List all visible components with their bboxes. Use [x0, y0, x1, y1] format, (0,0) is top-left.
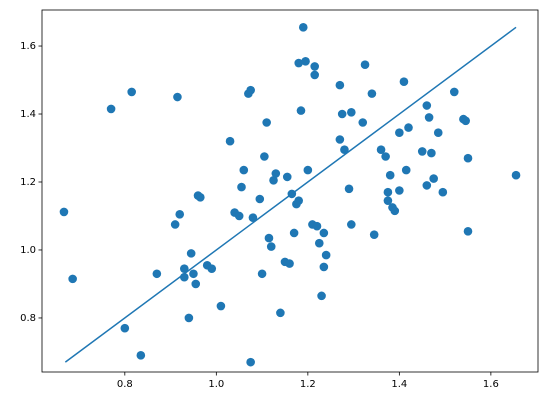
point: [358, 118, 368, 127]
point: [321, 250, 331, 260]
point: [127, 87, 136, 97]
point: [401, 165, 411, 175]
point: [383, 187, 393, 197]
plot-frame: [41, 9, 539, 373]
point: [385, 170, 395, 180]
point: [438, 187, 448, 197]
x-tick-label: 1.6: [483, 379, 499, 390]
y-tick-label: 1.6: [20, 41, 36, 52]
point: [285, 259, 294, 268]
point: [239, 165, 249, 175]
point: [335, 135, 345, 144]
point: [376, 145, 386, 155]
point: [289, 228, 299, 238]
point: [381, 152, 390, 161]
point: [461, 116, 471, 126]
point: [347, 108, 356, 117]
point: [310, 62, 320, 71]
point: [422, 101, 432, 110]
point: [340, 145, 349, 155]
point: [59, 207, 69, 217]
point: [264, 233, 274, 243]
point: [152, 269, 162, 279]
point: [257, 269, 267, 279]
x-tick-label: 0.8: [117, 379, 133, 390]
point: [360, 60, 370, 70]
point: [248, 213, 258, 222]
point: [383, 196, 393, 205]
point: [317, 291, 326, 301]
point: [68, 274, 77, 284]
point: [303, 165, 313, 175]
y-tick-label: 1.2: [20, 177, 36, 188]
point: [260, 152, 269, 161]
point: [395, 128, 404, 138]
point: [207, 264, 217, 273]
point: [310, 70, 320, 80]
point: [186, 249, 196, 258]
point: [319, 228, 329, 238]
point: [296, 106, 306, 115]
point: [417, 147, 427, 156]
point: [395, 186, 404, 195]
fit-line: [64, 26, 517, 363]
point: [427, 148, 436, 158]
point: [170, 220, 180, 229]
point: [294, 196, 303, 205]
point: [347, 220, 356, 229]
point: [269, 175, 278, 185]
point: [136, 351, 146, 360]
x-tick-label: 1.2: [300, 379, 316, 390]
point: [390, 206, 400, 216]
point: [312, 221, 322, 231]
point: [429, 174, 438, 183]
point: [422, 181, 432, 190]
point: [266, 242, 276, 251]
point: [449, 87, 459, 97]
point: [237, 182, 246, 192]
point: [262, 118, 271, 127]
point: [294, 58, 303, 68]
point: [196, 192, 205, 202]
point: [282, 172, 292, 182]
y-tick-label: 1.0: [20, 245, 36, 256]
y-tick-label: 0.8: [20, 313, 36, 324]
point: [191, 279, 201, 289]
point: [184, 313, 194, 323]
point: [399, 77, 409, 87]
point: [369, 230, 379, 239]
point: [335, 80, 345, 90]
point: [314, 238, 324, 248]
point: [255, 194, 265, 204]
point: [175, 209, 185, 219]
point: [106, 104, 116, 114]
point: [173, 92, 182, 102]
point: [301, 57, 310, 66]
point: [463, 226, 473, 236]
y-tick-label: 1.4: [20, 109, 36, 120]
point: [246, 85, 255, 95]
point: [511, 170, 521, 180]
point: [189, 269, 198, 279]
point: [367, 89, 377, 98]
x-tick-label: 1.4: [391, 379, 407, 390]
point: [319, 262, 329, 272]
point: [424, 113, 434, 122]
point: [180, 264, 189, 273]
point: [298, 23, 308, 32]
point: [271, 169, 281, 178]
point: [276, 308, 285, 318]
point: [225, 136, 235, 146]
point: [234, 211, 244, 221]
point: [404, 123, 413, 132]
point: [344, 184, 354, 194]
x-tick-label: 1.0: [208, 379, 224, 390]
point: [246, 357, 255, 367]
point: [337, 109, 347, 119]
point: [433, 128, 443, 138]
point: [216, 301, 226, 311]
point: [120, 323, 130, 333]
point: [463, 153, 473, 163]
